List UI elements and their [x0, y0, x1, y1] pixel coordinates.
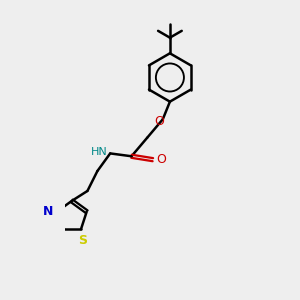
- Text: O: O: [154, 115, 164, 128]
- Text: HN: HN: [91, 147, 108, 157]
- Text: O: O: [156, 153, 166, 166]
- Text: S: S: [78, 234, 87, 247]
- Text: N: N: [43, 205, 53, 218]
